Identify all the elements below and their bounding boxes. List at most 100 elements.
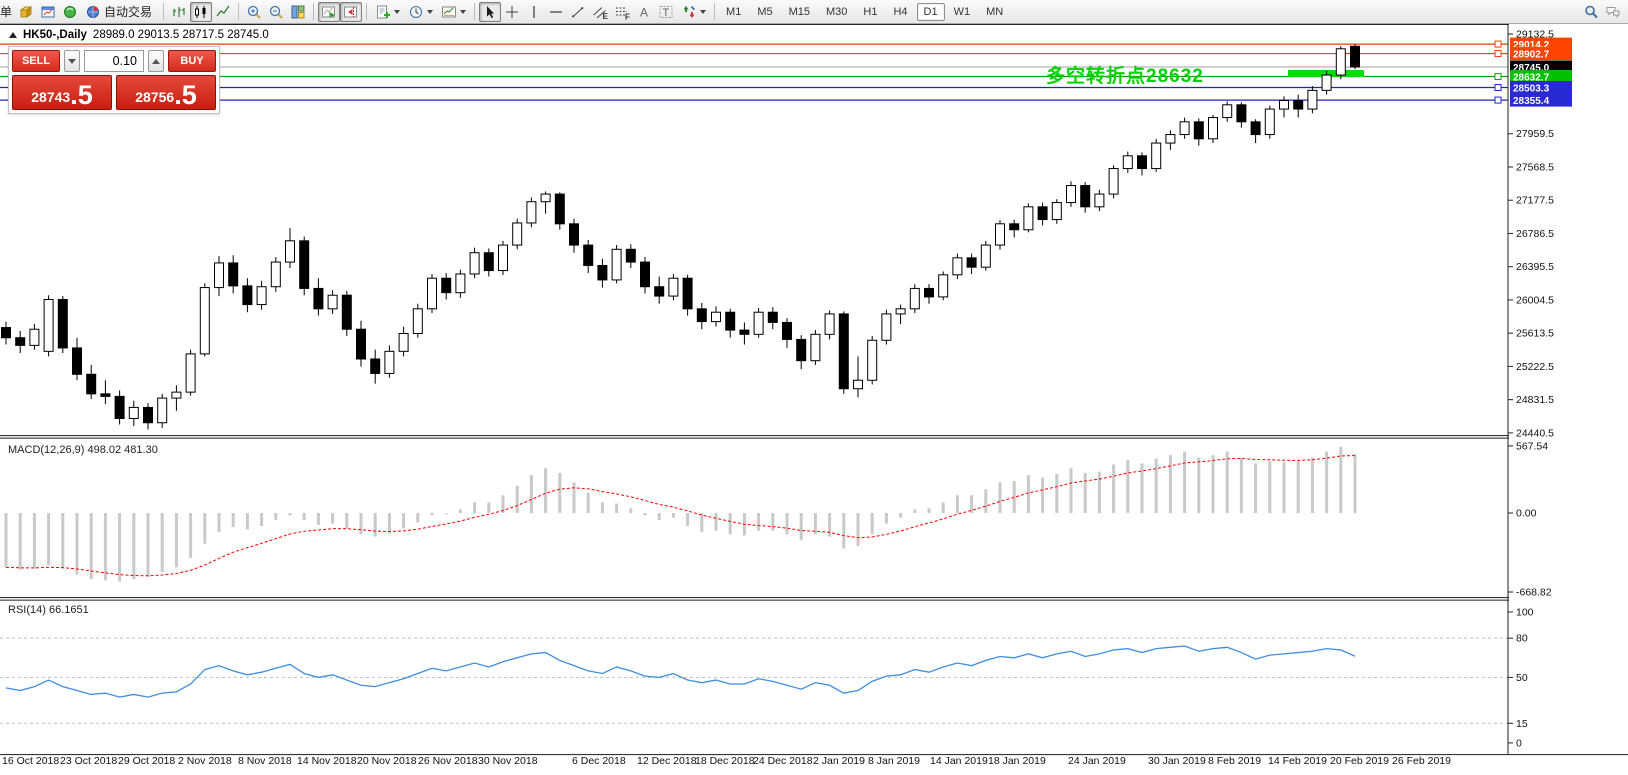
- macd-histogram-bar: [217, 513, 221, 532]
- search-button[interactable]: [1580, 2, 1602, 22]
- buy-price-box[interactable]: 28756.5: [116, 75, 216, 110]
- candle-body: [796, 338, 807, 362]
- candle-body: [1208, 117, 1218, 140]
- date-label: 20 Nov 2018: [357, 755, 417, 767]
- macd-histogram-bar: [387, 513, 391, 534]
- macd-histogram-bar: [1012, 481, 1016, 514]
- chart-shift-button[interactable]: [340, 1, 363, 22]
- gold-cube-icon: [19, 5, 33, 18]
- zoom-out-button[interactable]: [265, 2, 287, 22]
- timeframe-button-M15[interactable]: M15: [788, 5, 810, 18]
- pane-separator: [0, 599, 1628, 601]
- autotrading-label: 自动交易: [104, 5, 153, 19]
- timeframe-button-D1[interactable]: D1: [916, 2, 945, 21]
- equidistant-channel-button[interactable]: E: [589, 2, 611, 22]
- macd-histogram-bar: [1325, 451, 1329, 514]
- candle-body: [995, 223, 1005, 246]
- collapse-panel-icon[interactable]: [9, 32, 17, 38]
- macd-histogram-bar: [515, 485, 519, 514]
- price-tick-label: 27568.5: [1516, 161, 1554, 173]
- candle-body: [1193, 121, 1204, 140]
- bar-chart-button[interactable]: [168, 2, 190, 22]
- trendline-icon: [572, 6, 584, 17]
- timeframe-button-MN[interactable]: MN: [986, 5, 1004, 18]
- horizontal-line-icon: [550, 10, 563, 13]
- candle-body: [611, 248, 622, 281]
- tile-windows-button[interactable]: [287, 2, 309, 22]
- macd-histogram-bar: [1055, 474, 1059, 514]
- macd-histogram-bar: [174, 513, 178, 568]
- macd-histogram-bar: [203, 513, 207, 544]
- search-icon: [1585, 5, 1598, 18]
- macd-histogram-bar: [1254, 463, 1258, 514]
- candle-body: [782, 321, 792, 340]
- history-center-button[interactable]: [15, 2, 37, 22]
- macd-histogram-bar: [1268, 461, 1272, 514]
- auto-scroll-button[interactable]: [318, 1, 341, 22]
- volume-input[interactable]: [84, 50, 144, 72]
- chart-title: HK50-,Daily 28989.0 29013.5 28717.5 2874…: [6, 28, 272, 42]
- timeframe-button-H4[interactable]: H4: [893, 5, 908, 18]
- toolbar-divider: [313, 3, 315, 20]
- navigator-button[interactable]: [37, 2, 59, 22]
- indicators-button[interactable]: [371, 2, 404, 22]
- sell-price-box[interactable]: 28743.5: [12, 75, 112, 110]
- arrow-up-icon: [152, 58, 160, 64]
- chart-shift-icon: [344, 6, 358, 17]
- line-handle: [1494, 96, 1502, 104]
- macd-histogram-bar: [1339, 446, 1343, 514]
- candle-body: [1108, 168, 1119, 195]
- volume-decrease-button[interactable]: [64, 50, 80, 72]
- data-window-button[interactable]: [59, 2, 81, 22]
- zoom-in-button[interactable]: [243, 2, 265, 22]
- templates-button[interactable]: [437, 2, 470, 22]
- new-order-button[interactable]: 单: [0, 5, 13, 19]
- price-tick-label: 26786.5: [1516, 228, 1554, 240]
- buy-button[interactable]: BUY: [168, 50, 216, 72]
- candle-body: [469, 252, 480, 275]
- cursor-button[interactable]: [479, 1, 502, 22]
- price-tag-label: 28745.0: [1513, 63, 1550, 74]
- trendline-button[interactable]: [567, 2, 589, 22]
- green-zone-segment: [1288, 70, 1364, 78]
- timeframe-button-W1[interactable]: W1: [953, 5, 971, 18]
- add-indicator-icon: [377, 5, 391, 18]
- line-handle: [1494, 40, 1502, 48]
- candle-body: [1080, 185, 1091, 208]
- text-label-button[interactable]: T: [655, 2, 677, 22]
- chart-canvas[interactable]: 29132.5 27959.5 27568.5 27177.5 26786.5 26395…: [0, 24, 1628, 775]
- date-label: 2 Jan 2019: [813, 755, 865, 767]
- timeframe-button-H1[interactable]: H1: [863, 5, 878, 18]
- sell-button[interactable]: SELL: [12, 50, 60, 72]
- arrows-button[interactable]: [677, 2, 710, 22]
- periods-button[interactable]: [404, 2, 437, 22]
- timeframe-button-M5[interactable]: M5: [757, 5, 773, 18]
- horizontal-line-button[interactable]: [545, 2, 567, 22]
- toolbar-divider: [163, 3, 165, 20]
- candle-body: [540, 193, 551, 203]
- timeframe-button-M30[interactable]: M30: [826, 5, 848, 18]
- autotrading-button[interactable]: 自动交易: [81, 2, 159, 22]
- line-chart-button[interactable]: [212, 2, 234, 22]
- volume-increase-button[interactable]: [148, 50, 164, 72]
- candle-body: [682, 277, 693, 310]
- macd-histogram-bar: [970, 495, 974, 514]
- timeframe-button-M1[interactable]: M1: [726, 5, 742, 18]
- pane-separator: [0, 435, 1628, 437]
- macd-histogram-bar: [913, 509, 917, 514]
- vertical-line-button[interactable]: [523, 2, 545, 22]
- crosshair-button[interactable]: [501, 2, 523, 22]
- candle-body: [583, 244, 594, 266]
- candle-body: [1037, 206, 1048, 221]
- candle-body: [427, 277, 437, 310]
- rsi-tick-label: 15: [1516, 718, 1528, 730]
- candle-body: [242, 285, 253, 306]
- candle-body: [483, 252, 494, 272]
- zoom-out-icon: [269, 5, 283, 19]
- macd-histogram-bar: [47, 513, 51, 565]
- date-label: 30 Jan 2019: [1148, 755, 1206, 767]
- candlestick-chart-button[interactable]: [190, 1, 213, 22]
- fibonacci-button[interactable]: F: [611, 2, 633, 22]
- text-tool-button[interactable]: A: [633, 2, 655, 22]
- chat-button[interactable]: [1602, 2, 1624, 22]
